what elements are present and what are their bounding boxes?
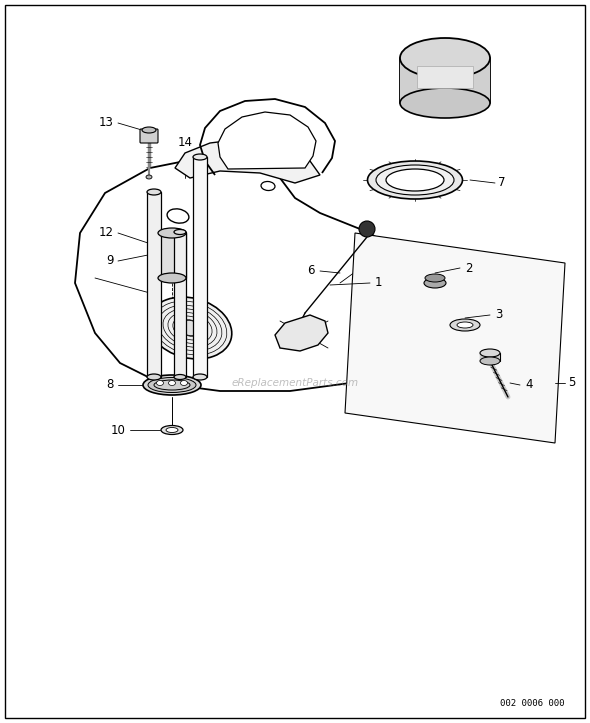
Text: 7: 7 (498, 176, 506, 189)
Text: 5: 5 (568, 377, 575, 390)
FancyBboxPatch shape (140, 129, 158, 143)
Text: 10: 10 (111, 424, 126, 437)
Text: eReplacementParts.com: eReplacementParts.com (231, 378, 359, 388)
Ellipse shape (158, 273, 186, 283)
Text: 2: 2 (465, 262, 473, 275)
Ellipse shape (400, 88, 490, 118)
Text: 14: 14 (178, 136, 192, 149)
Text: 4: 4 (525, 379, 533, 391)
Ellipse shape (147, 374, 161, 380)
Bar (400, 58, 490, 103)
Ellipse shape (181, 380, 188, 385)
Text: 3: 3 (495, 309, 502, 322)
Ellipse shape (148, 297, 232, 359)
Ellipse shape (179, 320, 201, 335)
Ellipse shape (148, 377, 196, 393)
Polygon shape (75, 158, 420, 391)
Ellipse shape (457, 322, 473, 328)
Text: 8: 8 (107, 379, 114, 391)
Ellipse shape (450, 319, 480, 331)
Ellipse shape (174, 229, 186, 234)
Bar (480, 353, 500, 361)
Bar (147, 192, 161, 377)
Ellipse shape (480, 357, 500, 365)
Ellipse shape (425, 274, 445, 282)
Ellipse shape (424, 278, 446, 288)
Ellipse shape (368, 161, 463, 199)
Ellipse shape (400, 38, 490, 78)
Bar (174, 232, 186, 377)
Ellipse shape (174, 375, 186, 380)
Ellipse shape (193, 374, 207, 380)
Text: 9: 9 (107, 254, 114, 268)
Text: 13: 13 (99, 116, 114, 129)
Text: 6: 6 (307, 265, 315, 278)
Text: 1: 1 (375, 276, 382, 289)
Bar (193, 157, 207, 377)
Bar (158, 233, 186, 278)
Ellipse shape (480, 349, 500, 357)
Text: 11: 11 (256, 145, 271, 158)
Ellipse shape (156, 380, 163, 385)
Ellipse shape (386, 169, 444, 191)
Ellipse shape (146, 175, 152, 179)
Text: 12: 12 (99, 226, 114, 239)
Ellipse shape (376, 165, 454, 195)
Ellipse shape (142, 127, 156, 133)
Polygon shape (275, 315, 328, 351)
Ellipse shape (261, 181, 275, 191)
Ellipse shape (154, 380, 190, 390)
Polygon shape (175, 138, 320, 183)
Ellipse shape (161, 426, 183, 435)
Circle shape (359, 221, 375, 237)
Ellipse shape (158, 228, 186, 238)
Ellipse shape (167, 209, 189, 223)
Text: 002 0006 000: 002 0006 000 (500, 698, 565, 708)
Ellipse shape (193, 154, 207, 160)
Bar (417, 66, 473, 88)
Ellipse shape (143, 375, 201, 395)
Ellipse shape (147, 189, 161, 195)
Ellipse shape (166, 427, 178, 432)
Polygon shape (218, 112, 316, 169)
Polygon shape (345, 233, 565, 443)
Ellipse shape (169, 380, 175, 385)
